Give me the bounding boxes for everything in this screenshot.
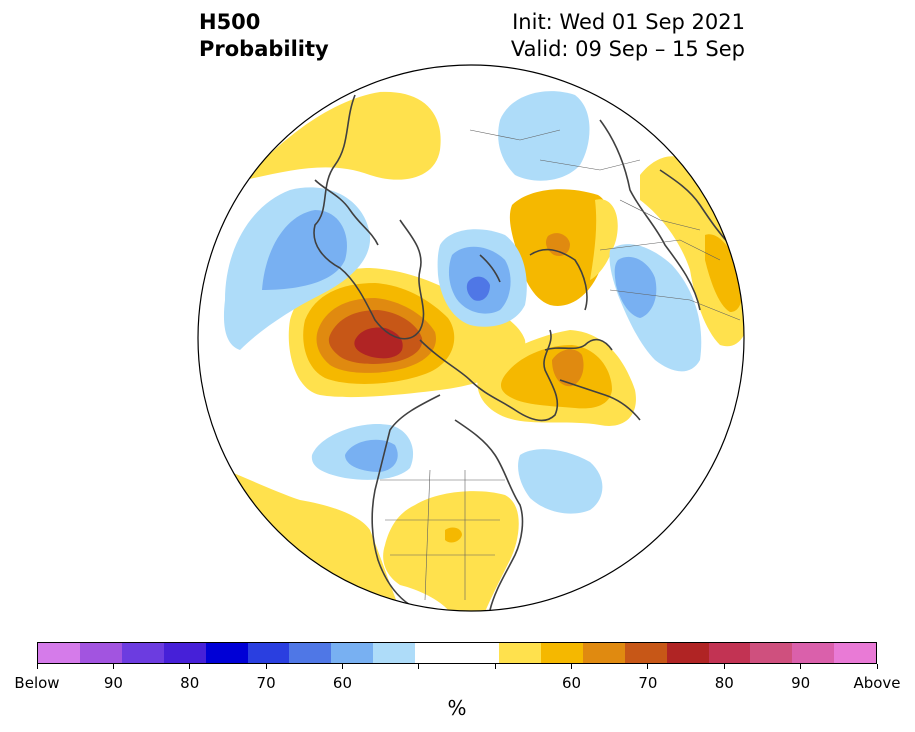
chart-title: H500 Probability (199, 9, 329, 63)
colorbar-tick-label: Above (853, 674, 901, 692)
borders (380, 129, 741, 601)
above-region-greenland-70 (552, 349, 584, 387)
map-content (198, 65, 744, 611)
colorbar-tick-label: 70 (638, 674, 658, 692)
date-info: Init: Wed 01 Sep 2021 Valid: 09 Sep – 15… (511, 9, 745, 63)
colorbar (37, 642, 877, 664)
colorbar-segment (624, 643, 667, 663)
below-region-russia-north (498, 91, 590, 181)
colorbar-tick (36, 664, 38, 669)
map-boundary (197, 64, 745, 612)
valid-date: Valid: 09 Sep – 15 Sep (510, 37, 745, 61)
coastlines (313, 94, 736, 611)
colorbar-tick-label: 90 (103, 674, 123, 692)
colorbar-tick (494, 664, 496, 669)
above-region-scandinavia-edge (590, 199, 618, 280)
colorbar-segment (415, 643, 458, 663)
above-region-top (245, 91, 441, 180)
below-region-north-atlantic (518, 449, 603, 514)
colorbar-segment (498, 643, 541, 663)
colorbar-segment (331, 643, 374, 663)
colorbar-tick-label: 60 (561, 674, 582, 692)
below-region-western-canada-60 (345, 439, 398, 472)
colorbar-segment (540, 643, 583, 663)
colorbar-unit-label: % (447, 696, 467, 720)
colorbar-tick (800, 664, 802, 669)
colorbar-tick (189, 664, 191, 669)
colorbar-segment (457, 643, 499, 663)
colorbar-tick (418, 664, 420, 669)
title-line-2: Probability (199, 37, 329, 61)
colorbar-segment (708, 643, 751, 663)
colorbar-segment (373, 643, 416, 663)
colorbar-segment (834, 643, 877, 663)
colorbar-tick-label: Below (14, 674, 60, 692)
title-line-1: H500 (199, 10, 261, 34)
colorbar-tick (723, 664, 725, 669)
colorbar-segment (582, 643, 625, 663)
colorbar-segment (289, 643, 332, 663)
colorbar-tick-label: 60 (332, 674, 352, 692)
colorbar-segment (163, 643, 206, 663)
colorbar-segment (247, 643, 290, 663)
below-region-siberia-60 (614, 256, 657, 318)
below-region-bering-70 (466, 276, 490, 301)
above-region-eastern-us-60 (445, 527, 462, 543)
colorbar-tick-label: 80 (180, 674, 200, 692)
colorbar-segment (38, 643, 80, 663)
init-date: Init: Wed 01 Sep 2021 (512, 10, 745, 34)
colorbar-segment (121, 643, 164, 663)
map-svg (197, 64, 745, 612)
polar-map (197, 64, 745, 612)
colorbar-tick (265, 664, 267, 669)
colorbar-segment (792, 643, 835, 663)
below-region-north-pacific-60 (262, 210, 347, 290)
colorbar-tick (876, 664, 878, 669)
colorbar-tick (571, 664, 573, 669)
colorbar-tick (112, 664, 114, 669)
colorbar-tick (341, 664, 343, 669)
colorbar-tick (647, 664, 649, 669)
colorbar-tick-label: 80 (714, 674, 734, 692)
above-region-east-asia-60 (705, 234, 743, 312)
colorbar-tick-label: 70 (256, 674, 276, 692)
above-region-eastern-us (383, 491, 519, 611)
colorbar-tick-label: 90 (791, 674, 811, 692)
colorbar-segment (79, 643, 122, 663)
colorbar-segment (666, 643, 709, 663)
colorbar-segment (750, 643, 793, 663)
colorbar-segment (205, 643, 248, 663)
